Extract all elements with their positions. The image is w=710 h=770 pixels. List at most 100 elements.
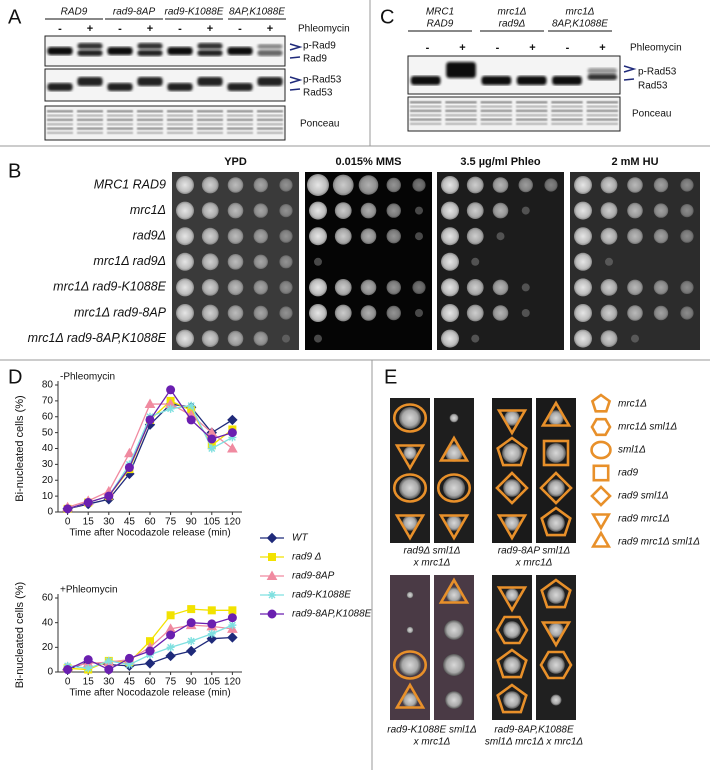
legend-shape [590,393,612,413]
legend-label: rad9 Δ [292,552,322,563]
colony [504,410,520,426]
band [137,43,163,49]
spot [176,176,194,194]
spot [627,305,643,321]
band [586,122,618,126]
band [227,47,253,55]
genotype-shape [539,650,573,680]
spot [309,227,327,246]
loading-label: Ponceau [632,109,671,120]
spot [386,305,401,321]
band [480,114,512,117]
spot [466,279,484,296]
band [551,122,583,126]
band [586,105,618,108]
marker [145,646,155,656]
spot [386,229,401,244]
condition-label: 3.5 µg/ml Phleo [460,156,541,168]
spot [253,331,268,346]
colony [503,656,521,674]
lane-label: + [207,23,213,35]
spot [471,334,480,343]
band [47,127,73,130]
spot [680,280,694,294]
spot [600,330,618,347]
colony [444,620,464,640]
marker [187,401,196,410]
band [197,123,223,126]
genotype-shape [495,471,529,505]
strain-label: mrc1Δ rad9-K1088E [53,280,166,294]
colony [446,587,462,603]
strain-label: mrc1Δ rad9-8AP,K1088E [28,331,167,345]
spot [466,227,484,245]
genotype-shape [392,650,428,680]
band [445,101,477,104]
y-axis-label: Bi-nucleated cells (%) [14,395,26,501]
colony [449,413,459,423]
spot [201,330,219,347]
band [257,77,283,86]
spot [574,176,592,194]
colony [547,586,565,604]
band [227,110,253,113]
x-axis-label: Time after Nocodazole release (min) [69,688,230,699]
spot [653,203,669,218]
spot [412,280,426,294]
spot [600,227,618,245]
spot [253,229,268,244]
spot [201,202,219,220]
band [197,43,223,49]
y-tick-label: 20 [42,475,54,486]
lane-label: - [118,23,122,35]
marker [124,653,134,663]
strain-label: mrc1Δ rad9-8AP [74,305,167,319]
band [410,109,442,113]
band [445,114,477,117]
colony [406,626,414,634]
strain-label: RAD9 [427,19,454,30]
marker [266,532,278,544]
spot [176,329,194,348]
spot [521,206,530,215]
band [77,77,103,86]
spot [631,334,639,343]
genotype-shape [496,436,528,467]
marker [268,553,276,561]
colony [503,621,521,639]
x-tick-label: 15 [83,517,95,528]
spot [441,201,459,220]
spot [358,175,379,195]
marker [228,621,237,630]
marker [145,415,155,425]
band [197,131,223,135]
band [257,127,283,130]
band [552,76,582,85]
spot [227,202,244,219]
y-tick-label: 10 [42,491,54,502]
band [257,110,283,113]
spot [227,330,244,347]
band-label: Rad9 [303,54,327,65]
band [516,109,548,113]
panel-letter: A [8,6,22,28]
marker [207,606,216,615]
spot [492,202,509,219]
brace [289,76,303,91]
band [257,131,283,135]
strain-label: rad9Δ [133,228,166,242]
lane-label: - [178,23,182,35]
x-axis-label: Time after Nocodazole release (min) [69,528,230,539]
band [137,123,163,126]
colony [503,691,521,709]
band [551,114,583,117]
band [551,105,583,108]
colony [402,515,418,531]
genotype-shape [394,444,426,471]
marker [268,591,276,599]
legend-label: rad9-8AP [292,571,335,582]
spot [253,305,268,321]
lane-label: + [87,23,93,35]
cross-label: x mrc1Δ [413,737,451,748]
legend-label: rad9 [618,468,638,479]
